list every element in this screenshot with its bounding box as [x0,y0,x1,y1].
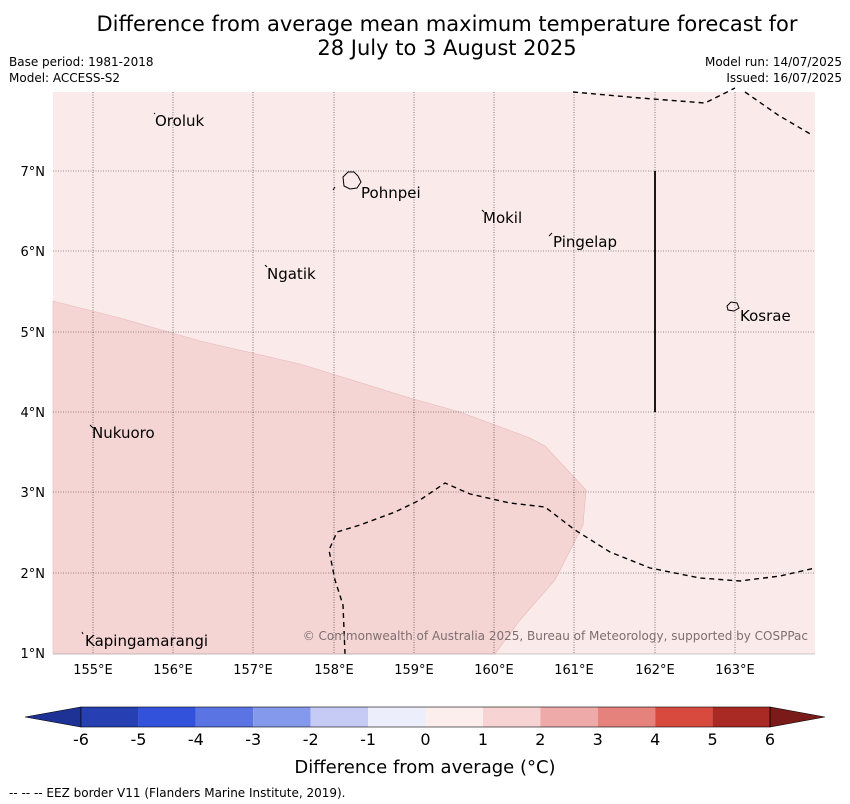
lat-tick: 5°N [21,326,46,341]
lat-tick: 7°N [21,165,46,180]
colorbar [24,706,826,728]
eez-legend: -- -- -- EEZ border V11 (Flanders Marine… [9,786,346,800]
meta-right: Model run: 14/07/2025 Issued: 16/07/2025 [705,54,842,86]
lat-tick: 3°N [21,486,46,501]
lon-tick: 161°E [554,663,594,678]
lon-tick: 155°E [73,663,113,678]
place-nukuoro: Nukuoro [92,424,155,442]
map-title: Difference from average mean maximum tem… [0,12,850,60]
lon-tick: 163°E [715,663,755,678]
colorbar-segment [425,707,483,727]
title-line-2: 28 July to 3 August 2025 [317,36,577,60]
colorbar-tick-label: 4 [650,730,660,749]
lon-tick: 162°E [635,663,675,678]
colorbar-tick-label: 6 [765,730,775,749]
title-line-1: Difference from average mean maximum tem… [96,12,798,36]
place-kapingamarangi: Kapingamarangi [85,632,208,650]
colorbar-segment [540,707,598,727]
colorbar-segment [195,707,254,727]
lon-tick: 159°E [394,663,434,678]
lat-tick: 1°N [21,647,46,662]
lat-ticks: 7°N 6°N 5°N 4°N 3°N 2°N 1°N [21,165,46,662]
model-name: Model: ACCESS-S2 [9,71,121,85]
anomaly-region-1-2 [52,300,587,655]
lat-tick: 6°N [21,245,46,260]
eez-borders [328,87,816,655]
colorbar-tick-label: 1 [478,730,488,749]
place-pingelap: Pingelap [553,233,617,251]
issued-date: Issued: 16/07/2025 [726,71,842,85]
colorbar-tick-label: 2 [535,730,545,749]
colorbar-tick-label: 5 [707,730,717,749]
colorbar-tick-label: -1 [360,730,376,749]
lon-ticks: 155°E 156°E 157°E 158°E 159°E 160°E 161°… [73,663,755,678]
lon-tick: 157°E [233,663,273,678]
colorbar-tick-label: -6 [73,730,89,749]
lon-tick: 156°E [153,663,193,678]
colorbar-tick-label: 0 [420,730,430,749]
colorbar-frame [80,706,771,728]
colorbar-tick-label: -4 [188,730,204,749]
colorbar-segment [368,707,426,727]
pohnpei-island [342,171,362,190]
place-ngatik: Ngatik [267,265,316,283]
colorbar-tick-label: 3 [593,730,603,749]
place-oroluk: Oroluk [155,112,204,130]
colorbar-extend-high [769,706,826,728]
place-labels: Oroluk Pohnpei Mokil Pingelap Ngatik Kos… [85,112,791,650]
kosrae-island [726,301,740,312]
colorbar-segment [310,707,369,727]
colorbar-segment [253,707,311,727]
colorbar-tick-label: -5 [130,730,146,749]
colorbar-extend-low [24,706,82,728]
lon-tick: 160°E [474,663,514,678]
colorbar-segment [655,707,713,727]
islands [81,112,740,635]
place-pohnpei: Pohnpei [361,184,421,202]
colorbar-labels: -6 -5 -4 -3 -2 -1 0 1 2 3 4 5 6 [73,730,775,749]
place-mokil: Mokil [483,209,522,227]
meta-left: Base period: 1981-2018 Model: ACCESS-S2 [9,54,154,86]
colorbar-tick-label: -2 [303,730,319,749]
base-period: Base period: 1981-2018 [9,55,154,69]
lat-tick: 2°N [21,567,46,582]
lat-tick: 4°N [21,406,46,421]
colorbar-segment [138,707,196,727]
model-run: Model run: 14/07/2025 [704,55,842,69]
colorbar-segment [712,707,770,727]
place-kosrae: Kosrae [740,307,791,325]
colorbar-segment [81,707,139,727]
colorbar-segment [597,707,656,727]
colorbar-tick-label: -3 [245,730,261,749]
colorbar-title: Difference from average (°C) [294,757,556,778]
copyright-text: © Commonwealth of Australia 2025, Bureau… [303,629,808,643]
colorbar-segment [482,707,541,727]
lon-tick: 158°E [314,663,354,678]
